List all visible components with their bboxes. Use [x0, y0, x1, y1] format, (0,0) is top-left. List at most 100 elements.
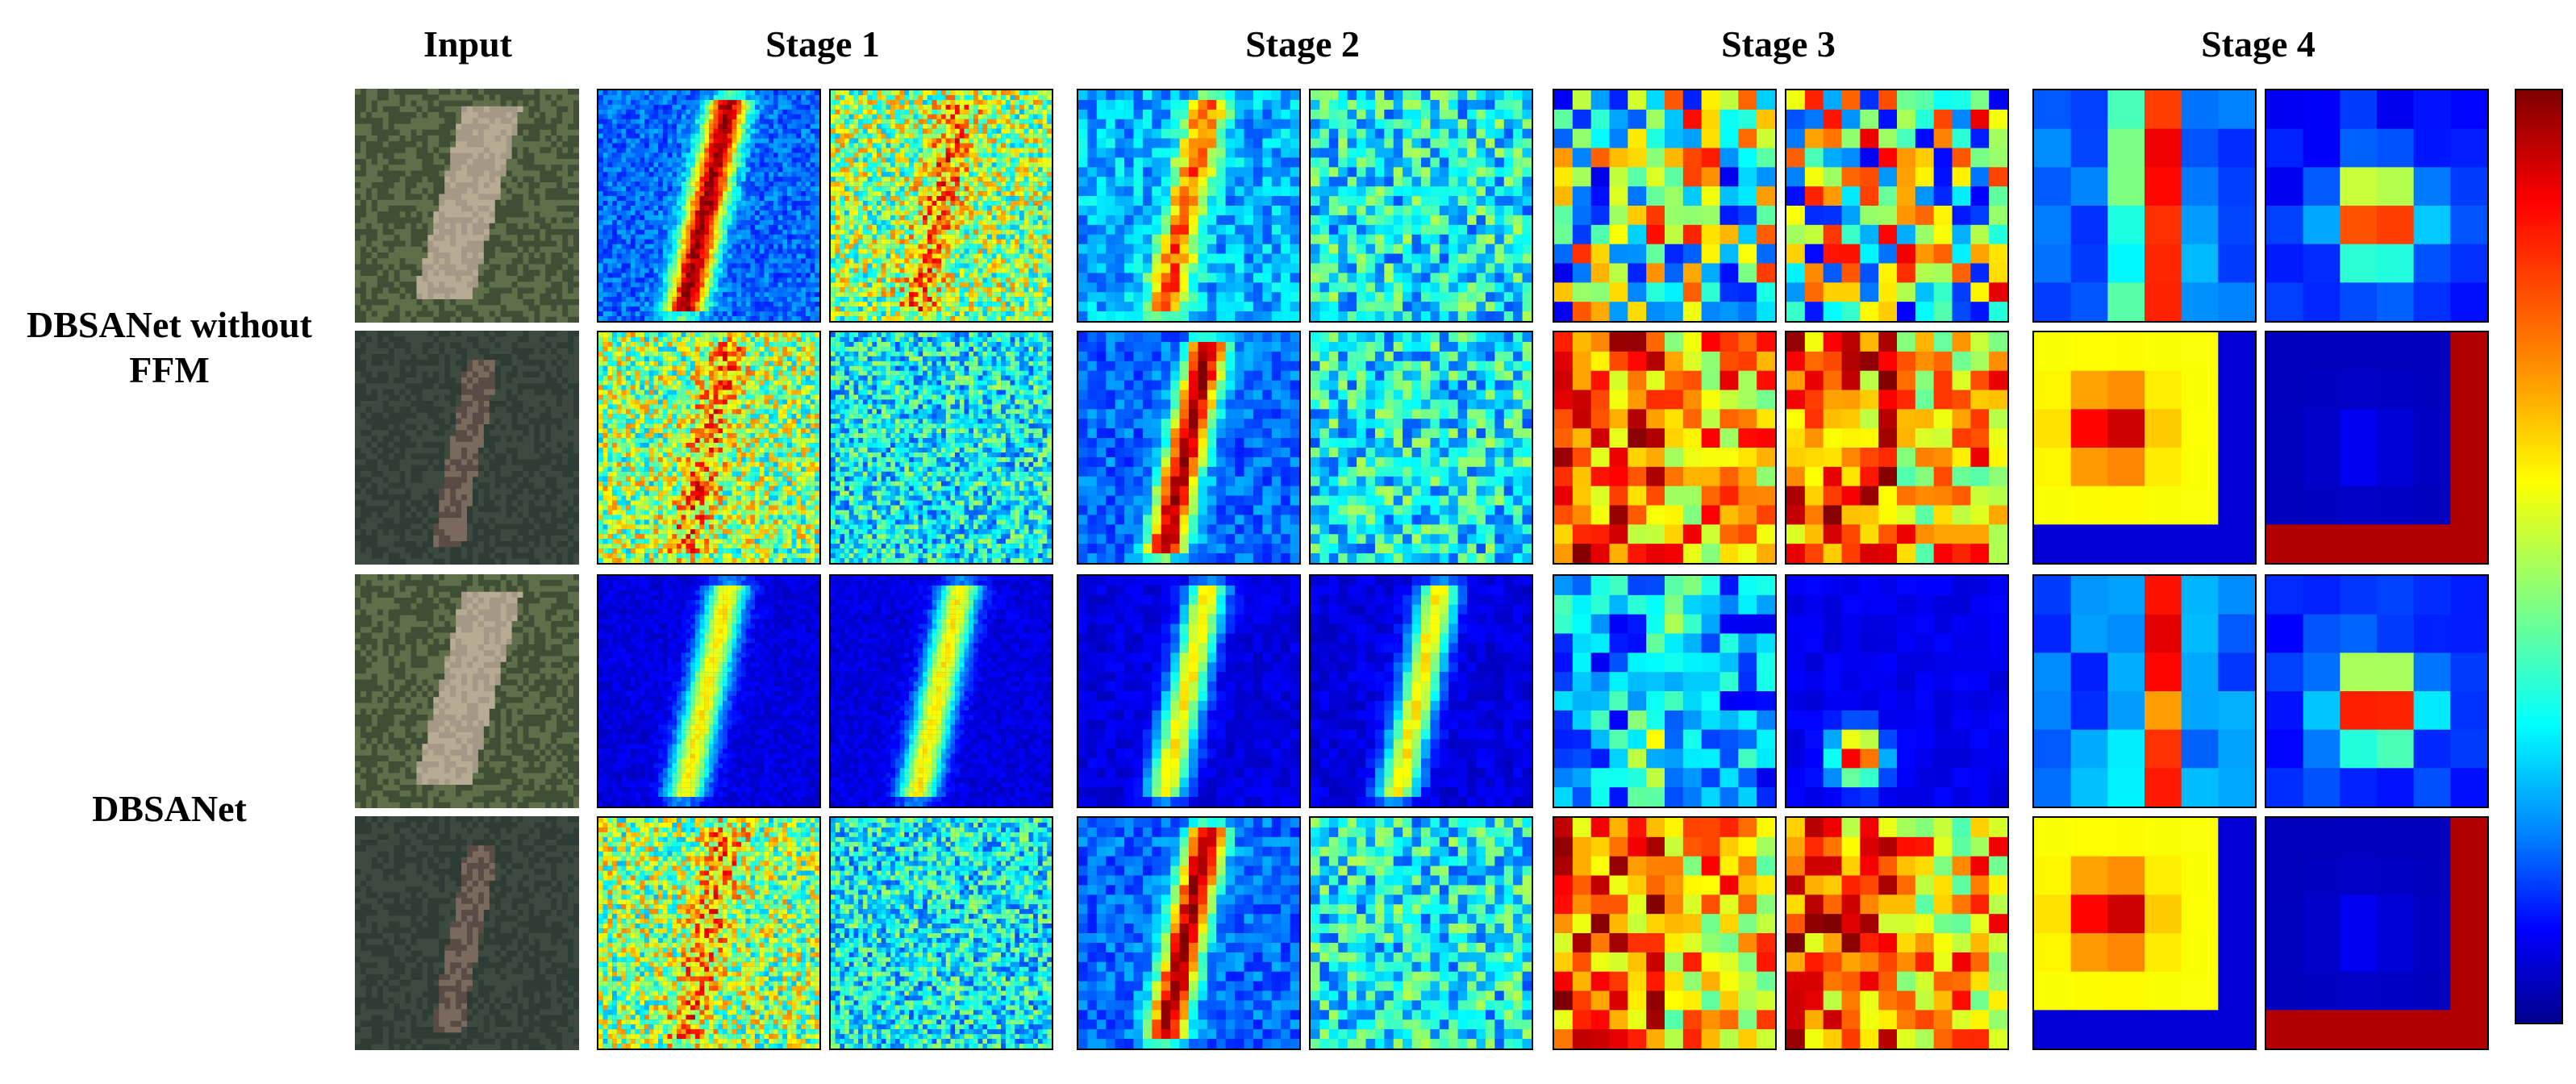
photo-pixel — [494, 246, 502, 253]
photo-pixel — [573, 580, 579, 586]
photo-pixel — [377, 744, 384, 750]
photo-pixel — [456, 394, 462, 402]
photo-pixel — [382, 822, 390, 828]
photo-pixel — [511, 615, 518, 622]
photo-pixel — [377, 609, 384, 616]
photo-pixel — [388, 118, 394, 124]
photo-pixel — [562, 269, 569, 277]
photo-pixel — [433, 621, 440, 627]
photo-pixel — [523, 287, 529, 294]
photo-pixel — [517, 281, 523, 288]
photo-pixel — [461, 176, 468, 183]
photo-pixel — [365, 223, 373, 230]
photo-pixel — [494, 598, 502, 604]
photo-pixel — [360, 441, 367, 448]
photo-pixel — [556, 394, 563, 402]
photo-pixel — [439, 828, 445, 835]
photo-pixel — [494, 703, 502, 710]
photo-pixel — [467, 383, 473, 390]
photo-pixel — [439, 523, 445, 530]
photo-pixel — [494, 673, 502, 680]
photo-pixel — [456, 547, 462, 553]
photo-pixel — [405, 591, 411, 598]
photo-pixel — [562, 558, 569, 565]
photo-pixel — [444, 165, 451, 171]
photo-pixel — [545, 258, 552, 265]
photo-pixel — [494, 100, 502, 107]
photo-pixel — [540, 761, 546, 768]
photo-pixel — [494, 708, 502, 715]
photo-pixel — [500, 767, 506, 773]
photo-pixel — [456, 141, 462, 148]
photo-pixel — [511, 482, 518, 490]
photo-pixel — [517, 767, 523, 773]
photo-pixel — [506, 726, 512, 733]
photo-pixel — [477, 348, 485, 355]
photo-pixel — [411, 354, 417, 361]
photo-pixel — [405, 586, 411, 593]
photo-pixel — [461, 816, 468, 823]
photo-pixel — [511, 354, 518, 361]
photo-pixel — [511, 453, 518, 460]
photo-pixel — [405, 761, 411, 768]
photo-pixel — [556, 211, 563, 218]
photo-pixel — [427, 287, 434, 294]
photo-pixel — [411, 755, 417, 762]
photo-pixel — [427, 541, 434, 548]
photo-pixel — [494, 276, 502, 282]
photo-pixel — [422, 199, 428, 206]
photo-pixel — [444, 106, 451, 113]
photo-pixel — [506, 123, 512, 131]
photo-pixel — [399, 523, 406, 530]
photo-pixel — [456, 703, 462, 710]
photo-pixel — [477, 609, 485, 616]
photo-pixel — [517, 697, 523, 703]
photo-pixel — [422, 668, 428, 674]
photo-pixel — [540, 720, 546, 727]
photo-pixel — [411, 638, 417, 645]
photo-pixel — [416, 448, 423, 454]
photo-pixel — [556, 316, 563, 323]
photo-pixel — [394, 833, 400, 840]
photo-pixel — [483, 802, 490, 808]
photo-pixel — [483, 650, 490, 657]
photo-pixel — [371, 598, 378, 604]
photo-pixel — [483, 348, 490, 355]
photo-pixel — [411, 316, 417, 323]
photo-pixel — [382, 749, 390, 757]
photo-pixel — [416, 418, 423, 425]
photo-pixel — [568, 511, 574, 519]
photo-pixel — [382, 377, 390, 384]
photo-pixel — [394, 406, 400, 413]
photo-pixel — [534, 726, 540, 733]
photo-pixel — [477, 755, 485, 762]
photo-pixel — [540, 136, 546, 142]
photo-pixel — [416, 822, 423, 828]
photo-pixel — [439, 453, 445, 460]
photo-pixel — [523, 281, 529, 288]
photo-pixel — [500, 348, 506, 355]
photo-pixel — [355, 331, 361, 337]
photo-pixel — [523, 360, 529, 366]
photo-pixel — [562, 816, 569, 823]
photo-pixel — [411, 632, 417, 640]
photo-pixel — [562, 679, 569, 686]
photo-pixel — [551, 615, 557, 622]
photo-pixel — [556, 159, 563, 165]
photo-pixel — [355, 389, 361, 396]
photo-pixel — [489, 511, 496, 519]
photo-pixel — [467, 123, 473, 131]
photo-pixel — [405, 118, 411, 124]
photo-pixel — [568, 644, 574, 651]
photo-pixel — [472, 264, 479, 271]
photo-pixel — [489, 252, 496, 259]
photo-pixel — [360, 258, 367, 265]
photo-pixel — [562, 129, 569, 136]
photo-pixel — [489, 638, 496, 645]
photo-pixel — [534, 822, 540, 828]
photo-pixel — [477, 552, 485, 560]
photo-pixel — [427, 94, 434, 101]
photo-pixel — [433, 609, 440, 616]
photo-pixel — [517, 732, 523, 739]
photo-pixel — [573, 685, 579, 692]
